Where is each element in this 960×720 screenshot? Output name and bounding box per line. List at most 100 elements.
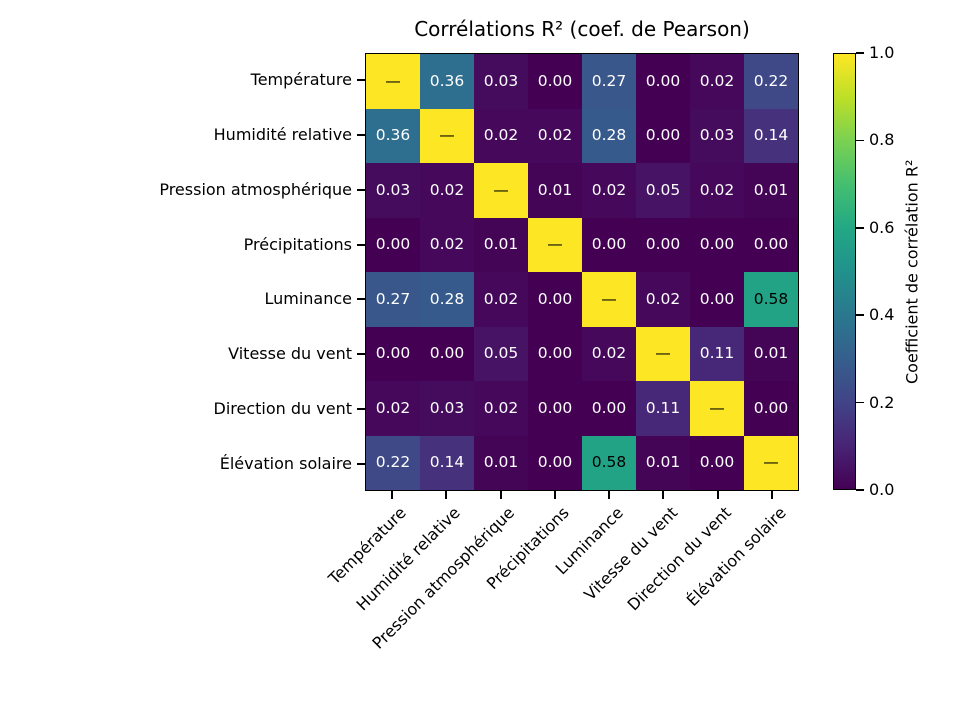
heatmap-cell: 0.00 — [744, 217, 798, 272]
heatmap-cell: 0.02 — [420, 163, 474, 218]
heatmap-cell: 0.58 — [582, 435, 636, 490]
heatmap-cell: 0.03 — [366, 163, 420, 218]
heatmap-cell: 0.02 — [528, 108, 582, 163]
heatmap-cell: 0.00 — [690, 217, 744, 272]
y-tick-mark — [357, 353, 365, 356]
y-tick-mark — [357, 243, 365, 246]
heatmap-cell: 0.00 — [582, 381, 636, 436]
heatmap-cell: 0.00 — [528, 272, 582, 327]
heatmap-cell: 0.02 — [690, 163, 744, 218]
heatmap-cell: 0.00 — [528, 326, 582, 381]
heatmap-cell: 0.02 — [690, 54, 744, 109]
x-tick-mark — [391, 491, 394, 499]
y-tick-mark — [357, 188, 365, 191]
colorbar-tick-mark — [856, 401, 864, 404]
heatmap-cell: 0.03 — [420, 381, 474, 436]
heatmap-cell: 0.00 — [528, 54, 582, 109]
y-tick-label: Humidité relative — [213, 125, 352, 145]
heatmap-cell: 0.58 — [744, 272, 798, 327]
y-tick-mark — [357, 134, 365, 137]
heatmap-cell: 0.22 — [744, 54, 798, 109]
colorbar-tick-mark — [856, 139, 864, 142]
heatmap-cell: 0.02 — [474, 381, 528, 436]
y-tick-label: Pression atmosphérique — [159, 179, 352, 199]
y-tick-label: Température — [250, 70, 352, 90]
heatmap-cell: 0.05 — [636, 163, 690, 218]
heatmap-cell: 0.02 — [582, 163, 636, 218]
heatmap-cell: 0.01 — [474, 435, 528, 490]
heatmap-cell: — — [690, 381, 744, 436]
heatmap-cell: 0.00 — [636, 54, 690, 109]
heatmap-cell: 0.00 — [690, 435, 744, 490]
heatmap-cell: 0.01 — [636, 435, 690, 490]
colorbar-tick-label: 1.0 — [869, 43, 895, 62]
x-tick-label: Direction du vent — [623, 503, 736, 615]
heatmap-cell: 0.00 — [690, 272, 744, 327]
heatmap-cell: 0.03 — [474, 54, 528, 109]
y-tick-label: Précipitations — [243, 234, 352, 254]
heatmap-cell: 0.02 — [474, 272, 528, 327]
heatmap-cell: 0.28 — [420, 272, 474, 327]
colorbar-tick-label: 0.8 — [869, 130, 895, 150]
heatmap-cell: — — [744, 435, 798, 490]
heatmap-cell: 0.36 — [366, 108, 420, 163]
x-tick-mark — [445, 491, 448, 499]
heatmap-cell: 0.02 — [420, 217, 474, 272]
x-tick-mark — [770, 491, 773, 499]
x-tick-mark — [716, 491, 719, 499]
colorbar-tick-mark — [856, 314, 864, 317]
heatmap-cell: — — [636, 326, 690, 381]
colorbar-axis-label: Coefficient de corrélation R² — [902, 159, 922, 384]
heatmap-cell: 0.02 — [474, 108, 528, 163]
y-tick-mark — [357, 407, 365, 410]
heatmap-cell: 0.01 — [474, 217, 528, 272]
heatmap-cell: — — [474, 163, 528, 218]
heatmap-cell: 0.00 — [420, 326, 474, 381]
colorbar-tick-label: 0.2 — [869, 392, 895, 412]
heatmap-cell: 0.05 — [474, 326, 528, 381]
heatmap-cell: 0.00 — [744, 381, 798, 436]
heatmap-cell: 0.01 — [744, 326, 798, 381]
heatmap-cell: 0.27 — [582, 54, 636, 109]
colorbar-tick-label: 0.4 — [869, 305, 895, 325]
heatmap-cell: 0.36 — [420, 54, 474, 109]
heatmap-cell: 0.02 — [636, 272, 690, 327]
y-tick-mark — [357, 79, 365, 82]
heatmap-cell: — — [582, 272, 636, 327]
colorbar-tick-label: 0.6 — [869, 217, 895, 237]
colorbar-tick-mark — [856, 52, 864, 54]
heatmap-cell: 0.02 — [366, 381, 420, 436]
x-tick-label: Vitesse du vent — [579, 503, 681, 605]
heatmap-cell: 0.00 — [582, 217, 636, 272]
x-tick-mark — [499, 491, 502, 499]
heatmap-cell: 0.01 — [744, 163, 798, 218]
heatmap-cell: 0.27 — [366, 272, 420, 327]
heatmap-cell: 0.00 — [636, 217, 690, 272]
heatmap-cell: 0.11 — [690, 326, 744, 381]
heatmap-grid: —0.36 0.03 0.00 0.27 0.00 0.02 0.22 0.36—0.02 0.… — [365, 53, 799, 491]
heatmap-cell: 0.11 — [636, 381, 690, 436]
heatmap-cell: 0.00 — [528, 381, 582, 436]
y-tick-label: Direction du vent — [213, 398, 352, 418]
heatmap-cell: 0.03 — [690, 108, 744, 163]
heatmap-cell: 0.28 — [582, 108, 636, 163]
x-tick-mark — [553, 491, 556, 499]
heatmap-cell: 0.14 — [420, 435, 474, 490]
colorbar-tick-mark — [856, 226, 864, 229]
heatmap-cell: — — [420, 108, 474, 163]
heatmap-cell: — — [528, 217, 582, 272]
heatmap-cell: 0.00 — [636, 108, 690, 163]
y-tick-mark — [357, 298, 365, 301]
colorbar-gradient — [833, 53, 856, 490]
colorbar-tick-label: 0.0 — [869, 480, 895, 499]
chart-title: Corrélations R² (coef. de Pearson) — [414, 17, 750, 41]
heatmap-cell: 0.01 — [528, 163, 582, 218]
heatmap-cell: 0.00 — [528, 435, 582, 490]
heatmap-cell: 0.02 — [582, 326, 636, 381]
x-tick-label: Élévation solaire — [682, 503, 790, 610]
x-tick-mark — [662, 491, 665, 499]
y-tick-label: Luminance — [264, 289, 352, 309]
heatmap-cell: 0.22 — [366, 435, 420, 490]
heatmap-cell: — — [366, 54, 420, 109]
